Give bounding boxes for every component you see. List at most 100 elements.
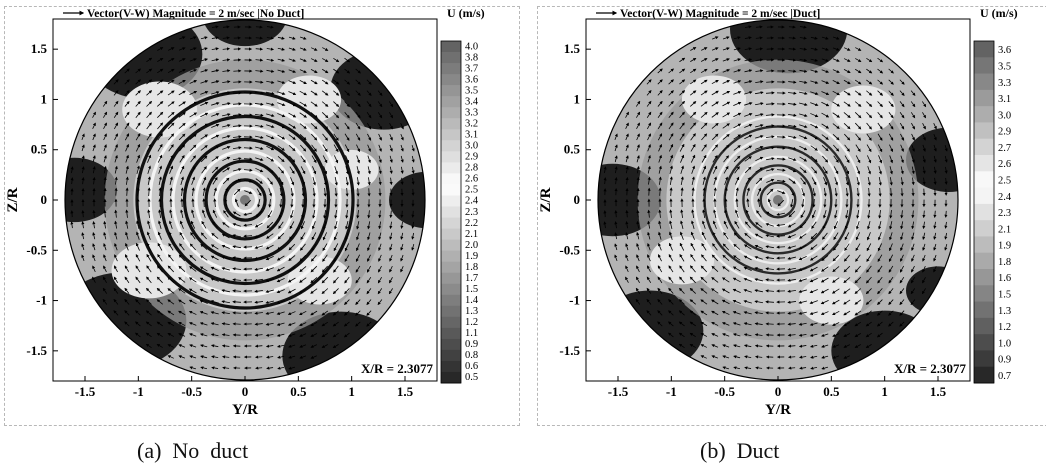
colorbar-swatch — [441, 338, 461, 351]
y-tick-label: -0.5 — [559, 242, 580, 257]
colorbar-label: 2.5 — [465, 185, 478, 196]
colorbar-label: 1.9 — [998, 241, 1011, 252]
x-tick-label: 0 — [775, 384, 782, 399]
colorbar-swatch — [974, 203, 994, 221]
colorbar-swatch — [974, 155, 994, 172]
station-annotation: X/R = 2.3077 — [894, 361, 967, 376]
colorbar-swatch — [974, 366, 994, 384]
colorbar-label: 3.8 — [465, 52, 478, 63]
colorbar-swatch — [974, 269, 994, 286]
colorbar-label: 2.6 — [465, 174, 478, 185]
vortex-ring — [171, 126, 319, 274]
x-tick-label: -1 — [133, 384, 144, 399]
colorbar-label: 2.3 — [998, 208, 1011, 219]
vortex-ring — [733, 155, 823, 245]
x-tick-label: -1 — [666, 384, 677, 399]
colorbar-label: 2.5 — [998, 176, 1011, 187]
x-tick-label: -0.5 — [181, 384, 202, 399]
vortex-ring — [766, 188, 790, 212]
caption-no-duct: (a) No duct — [137, 438, 249, 463]
colorbar-swatch — [974, 73, 994, 91]
colorbar-swatch — [974, 57, 994, 75]
colorbar-swatch — [974, 41, 994, 58]
colorbar-label: 4.0 — [465, 41, 478, 52]
x-tick-label: -1.5 — [608, 384, 629, 399]
vortex-core — [240, 195, 250, 205]
colorbar-label: 3.0 — [465, 141, 478, 152]
light-region — [831, 85, 896, 134]
plot-title: Vector(V-W) Magnitude = 2 m/sec |No Duct… — [87, 8, 304, 20]
colorbar-swatch — [441, 316, 461, 329]
colorbar-swatch — [974, 350, 994, 368]
colorbar-swatch — [441, 63, 461, 75]
colorbar-swatch — [974, 334, 994, 351]
y-tick-label: 0 — [41, 192, 48, 207]
colorbar-swatch — [441, 349, 461, 362]
x-tick-label: -1.5 — [75, 384, 96, 399]
colorbar-swatch — [441, 74, 461, 86]
y-tick-label: 1.5 — [564, 41, 581, 56]
light-region — [649, 236, 715, 285]
colorbar-label: 2.2 — [465, 218, 478, 229]
x-tick-label: 0.5 — [290, 384, 307, 399]
light-region — [681, 75, 747, 124]
vortex-ring — [759, 181, 797, 219]
y-tick-label: 0 — [574, 192, 581, 207]
dark-region — [906, 127, 958, 192]
colorbar-label: 1.2 — [465, 317, 478, 328]
colorbar-swatch — [974, 187, 994, 205]
y-tick-label: 1 — [41, 91, 48, 106]
colorbar-swatch — [441, 173, 461, 185]
colorbar-label: 3.5 — [998, 62, 1011, 73]
colorbar-frame — [440, 40, 462, 384]
colorbar-swatch — [974, 252, 994, 270]
x-tick-label: 1.5 — [397, 384, 414, 399]
vortex-ring — [194, 149, 296, 251]
colorbar-label: 1.1 — [465, 328, 478, 339]
panel-no-duct: Vector(V-W) Magnitude = 2 m/sec |No Duct… — [4, 6, 520, 426]
y-tick-label: -1 — [36, 293, 47, 308]
contour-plot-duct: Vector(V-W) Magnitude = 2 m/sec |Duct] -1… — [538, 7, 1018, 418]
colorbar-swatch — [441, 41, 461, 53]
colorbar-label: 1.0 — [998, 338, 1011, 349]
colorbar-swatch — [441, 283, 461, 296]
colorbar-label: 3.3 — [465, 107, 478, 118]
colorbar-swatch — [974, 301, 994, 319]
colorbar-swatch — [974, 220, 994, 237]
colorbar-label: 2.6 — [998, 159, 1011, 170]
colorbar-swatch — [974, 138, 994, 156]
y-axis-label: Z/R — [5, 187, 21, 212]
dark-region — [389, 171, 425, 229]
colorbar-label: 3.4 — [465, 96, 479, 107]
contour-plot-no-duct: Vector(V-W) Magnitude = 2 m/sec |No Duct… — [5, 7, 485, 418]
colorbar-swatch — [974, 106, 994, 123]
colorbar-label: 2.1 — [465, 229, 478, 240]
colorbar-label: 3.1 — [465, 130, 478, 141]
light-region — [799, 276, 864, 325]
light-region — [122, 81, 198, 138]
colorbar-label: 2.7 — [998, 143, 1011, 154]
colorbar-label: 2.8 — [465, 163, 478, 174]
x-tick-label: 1.5 — [930, 384, 947, 399]
vortex-ring — [204, 159, 286, 241]
y-tick-label: -1.5 — [559, 343, 580, 358]
colorbar-label: 1.7 — [465, 273, 478, 284]
colorbar-swatch — [441, 272, 461, 285]
colorbar-swatch — [441, 162, 461, 174]
colorbar-label: 0.8 — [465, 350, 478, 361]
colorbar-label: 1.9 — [465, 251, 478, 262]
colorbar-label: 1.2 — [998, 322, 1011, 333]
y-tick-label: -0.5 — [26, 242, 47, 257]
colorbar-swatch — [974, 122, 994, 140]
colorbar-label: 3.3 — [998, 78, 1011, 89]
colorbar-label: 3.6 — [998, 45, 1011, 56]
colorbar-swatch — [441, 239, 461, 252]
colorbar-label: 3.0 — [998, 110, 1011, 121]
colorbar-label: 1.5 — [998, 290, 1011, 301]
colorbar-swatch — [441, 184, 461, 196]
velocity-vectors — [603, 25, 948, 370]
light-region — [276, 75, 342, 124]
colorbar-swatch — [441, 195, 461, 207]
colorbar-frame — [973, 40, 995, 384]
y-tick-label: 0.5 — [564, 142, 581, 157]
